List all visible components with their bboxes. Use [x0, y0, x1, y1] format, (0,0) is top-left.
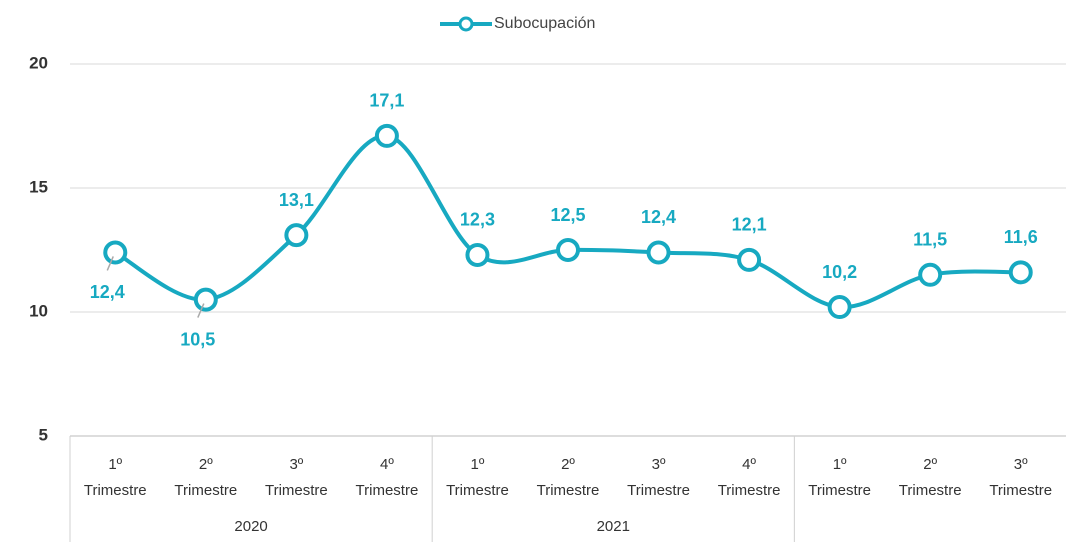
leader-line	[106, 256, 114, 271]
y-tick-label: 10	[29, 301, 48, 320]
data-label: 10,2	[822, 262, 857, 282]
point-marker	[374, 123, 399, 148]
data-label: 11,6	[1004, 227, 1038, 247]
leader-line	[197, 303, 205, 318]
data-label: 12,4	[641, 207, 676, 227]
legend-label: Subocupación	[494, 15, 595, 32]
x-tick-label: 1º Trimestre	[808, 456, 872, 499]
group-label: 2020	[234, 518, 268, 535]
data-label: 13,1	[279, 190, 314, 210]
point-marker	[103, 240, 128, 265]
y-tick-label: 15	[29, 177, 48, 196]
point-marker	[1008, 260, 1033, 285]
point-marker	[284, 223, 309, 248]
x-tick-label: 1º Trimestre	[446, 456, 509, 499]
x-tick-label: 2º Trimestre	[174, 456, 238, 499]
data-label: 10,5	[180, 329, 215, 349]
x-tick-label: 4º Trimestre	[717, 456, 781, 499]
series-line	[114, 133, 1021, 310]
point-marker	[556, 238, 580, 262]
data-label: 12,1	[732, 215, 767, 235]
data-label: 12,3	[460, 210, 495, 230]
point-marker	[827, 295, 852, 320]
y-tick-label: 5	[39, 425, 48, 444]
data-label: 11,5	[913, 230, 947, 250]
data-label: 12,5	[550, 205, 585, 225]
data-label: 12,4	[90, 282, 125, 302]
point-marker	[193, 287, 218, 312]
point-marker	[646, 240, 671, 265]
y-tick-label: 20	[29, 53, 48, 72]
point-marker	[918, 262, 943, 287]
x-tick-label: 2º Trimestre	[898, 456, 962, 499]
x-tick-label: 4º Trimestre	[355, 456, 419, 499]
x-tick-label: 2º Trimestre	[536, 456, 600, 499]
point-marker	[465, 242, 490, 267]
data-label: 17,1	[369, 91, 404, 111]
x-tick-label: 3º Trimestre	[627, 456, 690, 499]
x-tick-label: 3º Trimestre	[264, 456, 328, 499]
x-tick-label: 1º Trimestre	[83, 456, 147, 499]
point-marker	[737, 247, 762, 272]
legend-marker	[458, 16, 474, 32]
x-tick-label: 3º Trimestre	[989, 456, 1053, 499]
group-label: 2021	[596, 518, 630, 535]
